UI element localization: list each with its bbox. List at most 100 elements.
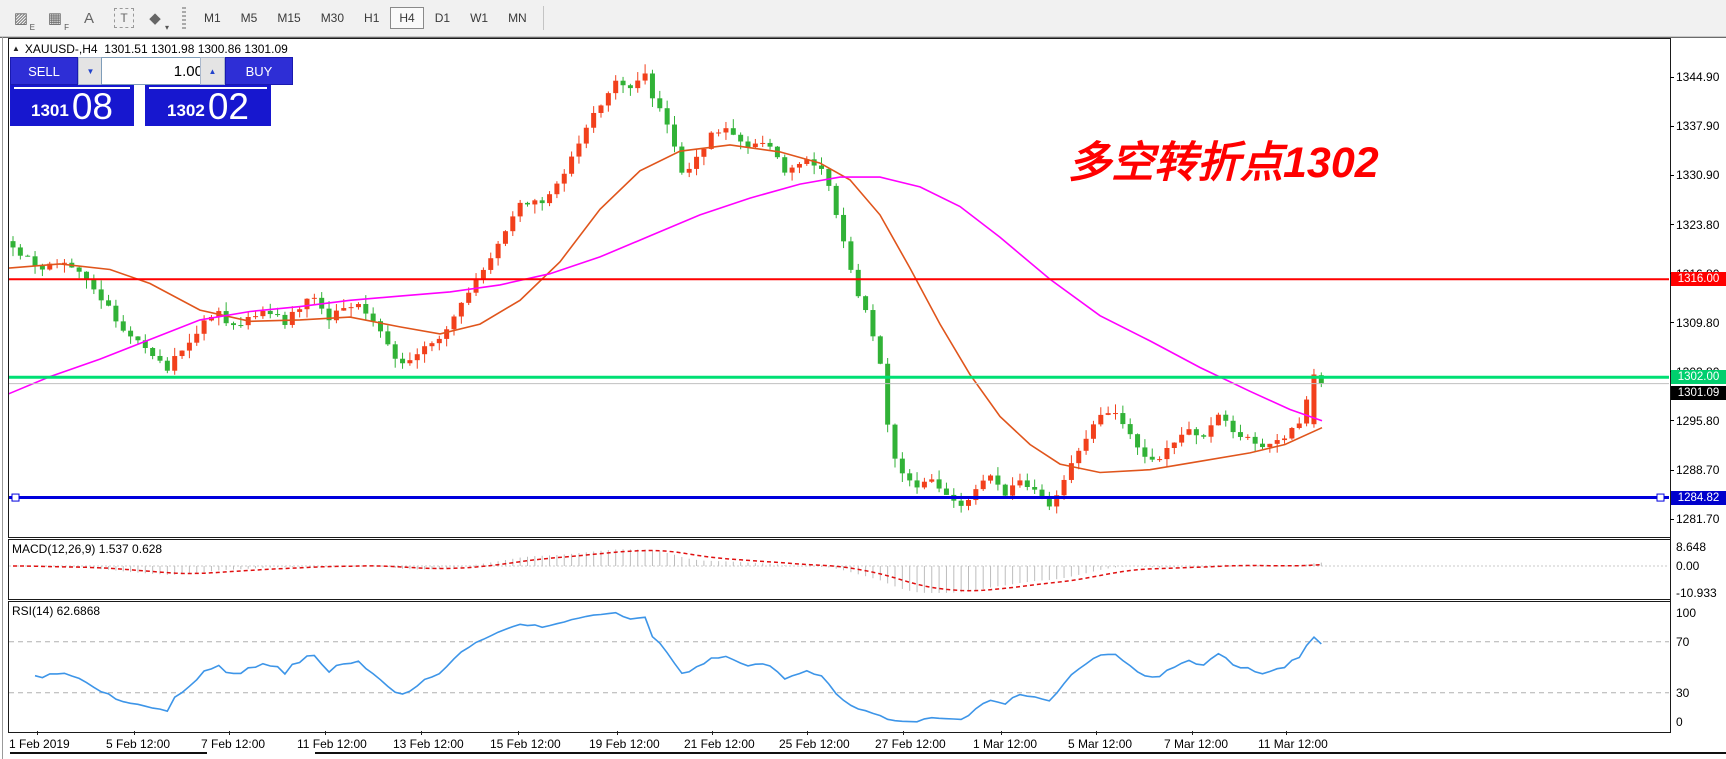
date-axis-tick [229,731,230,735]
macd-axis-label: 8.648 [1676,540,1707,554]
bid-price-box[interactable]: 1301 08 [10,85,134,126]
date-axis-label: 13 Feb 12:00 [393,737,464,751]
macd-axis-label: 0.00 [1676,559,1700,573]
date-axis-tick [712,731,713,735]
support-1284-tag: 1284.82 [1671,490,1726,505]
price-axis-label: 1330.90 [1676,168,1720,182]
candle [1201,433,1207,439]
candle [444,326,450,347]
date-axis-tick [617,731,618,735]
timeframe-mn[interactable]: MN [499,7,536,29]
volume-input[interactable] [101,57,212,85]
pattern-tool-icon[interactable]: ▨ E [8,5,35,32]
candle [422,341,428,363]
candle [1318,372,1324,388]
text-tool-glyph: T [120,11,128,25]
ohlc-values: 1301.51 1301.98 1300.86 1301.09 [104,42,288,56]
volume-decrease-button[interactable]: ▼ [78,57,103,85]
candle [811,152,817,175]
chart-annotation[interactable]: 多空转折点1302 [1068,139,1379,187]
timeframe-m30[interactable]: M30 [312,7,353,29]
grid-tool-icon[interactable]: ▦ F [42,5,69,32]
candle [1054,490,1060,514]
timeframe-h4[interactable]: H4 [390,7,424,29]
ask-main: 1302 [167,101,205,120]
candle [1215,412,1221,426]
support-1284-handle-right[interactable] [1656,493,1665,502]
candle [164,357,170,374]
text-tool-icon[interactable]: T [114,8,134,28]
candle [819,157,824,175]
price-axis-label: 1309.80 [1676,315,1720,330]
timeframe-m1[interactable]: M1 [195,7,230,29]
buy-button[interactable]: BUY [225,57,293,85]
candle [355,302,361,310]
volume-increase-button[interactable]: ▲ [200,57,225,85]
pattern-tool-sub: E [29,23,35,32]
candle [789,164,795,181]
candle [1296,417,1302,430]
rsi-chart [9,611,1669,723]
toolbar-drag-handle[interactable] [182,7,186,29]
candle [69,258,75,268]
date-axis-label: 15 Feb 12:00 [490,737,561,751]
grid-tool-glyph: ▦ [47,10,63,27]
candle [767,138,773,150]
text-label-tool-icon[interactable]: A [76,5,102,31]
candle [1252,432,1258,452]
candle [495,241,501,266]
candle [525,201,530,207]
bid-box-divider [14,87,130,89]
sell-button[interactable]: SELL [10,57,78,85]
support-1284-handle-left[interactable] [11,493,20,502]
rsi-axis-label: 0 [1676,715,1683,729]
collapse-icon[interactable]: ▲ [12,44,20,53]
rsi-label: RSI(14) 62.6868 [12,604,101,618]
candle [47,261,53,271]
candle [943,482,949,495]
timeframe-d1[interactable]: D1 [426,7,459,29]
candle [649,69,655,107]
date-axis-label: 21 Feb 12:00 [684,737,755,751]
shapes-tool-icon[interactable]: ◆ ▾ [142,5,169,32]
date-axis-label: 11 Mar 12:00 [1258,737,1328,751]
candle [289,306,295,328]
candle [620,76,626,94]
timeframe-w1[interactable]: W1 [461,7,497,29]
candle [561,169,567,192]
timeframe-h1[interactable]: H1 [355,7,388,29]
bid-pips: 08 [71,86,113,127]
date-axis-tick [518,731,519,735]
candle [436,335,442,351]
candle [400,352,406,369]
candle [1208,417,1214,443]
ask-price-box[interactable]: 1302 02 [145,85,271,126]
ma-fast-line [9,144,1323,474]
candle [694,148,700,176]
price-axis-tick [1670,469,1674,471]
date-axis-tick [1001,731,1002,735]
candle [17,244,23,260]
candle [1179,427,1185,447]
candle [186,333,192,359]
timeframe-m5[interactable]: M5 [232,7,267,29]
candle [973,484,979,505]
candle [1289,426,1295,440]
candle [113,299,119,328]
candle [451,314,457,336]
candle [576,135,582,164]
candle [517,199,523,222]
candle [907,469,913,487]
candle [833,183,839,219]
candlestick-series [10,64,1324,514]
candle [1186,421,1192,436]
date-axis-tick [134,731,135,735]
one-click-trade-panel: SELL ▼ ▲ BUY 1301 08 1302 02 [10,57,293,126]
candle [554,181,560,199]
macd-histogram [19,549,1322,593]
price-axis-label: 1344.90 [1676,70,1720,84]
resistance-1316-tag: 1316.00 [1671,272,1726,287]
candle [966,498,971,511]
timeframe-m15[interactable]: M15 [268,7,309,29]
price-axis-tick [1670,174,1674,176]
